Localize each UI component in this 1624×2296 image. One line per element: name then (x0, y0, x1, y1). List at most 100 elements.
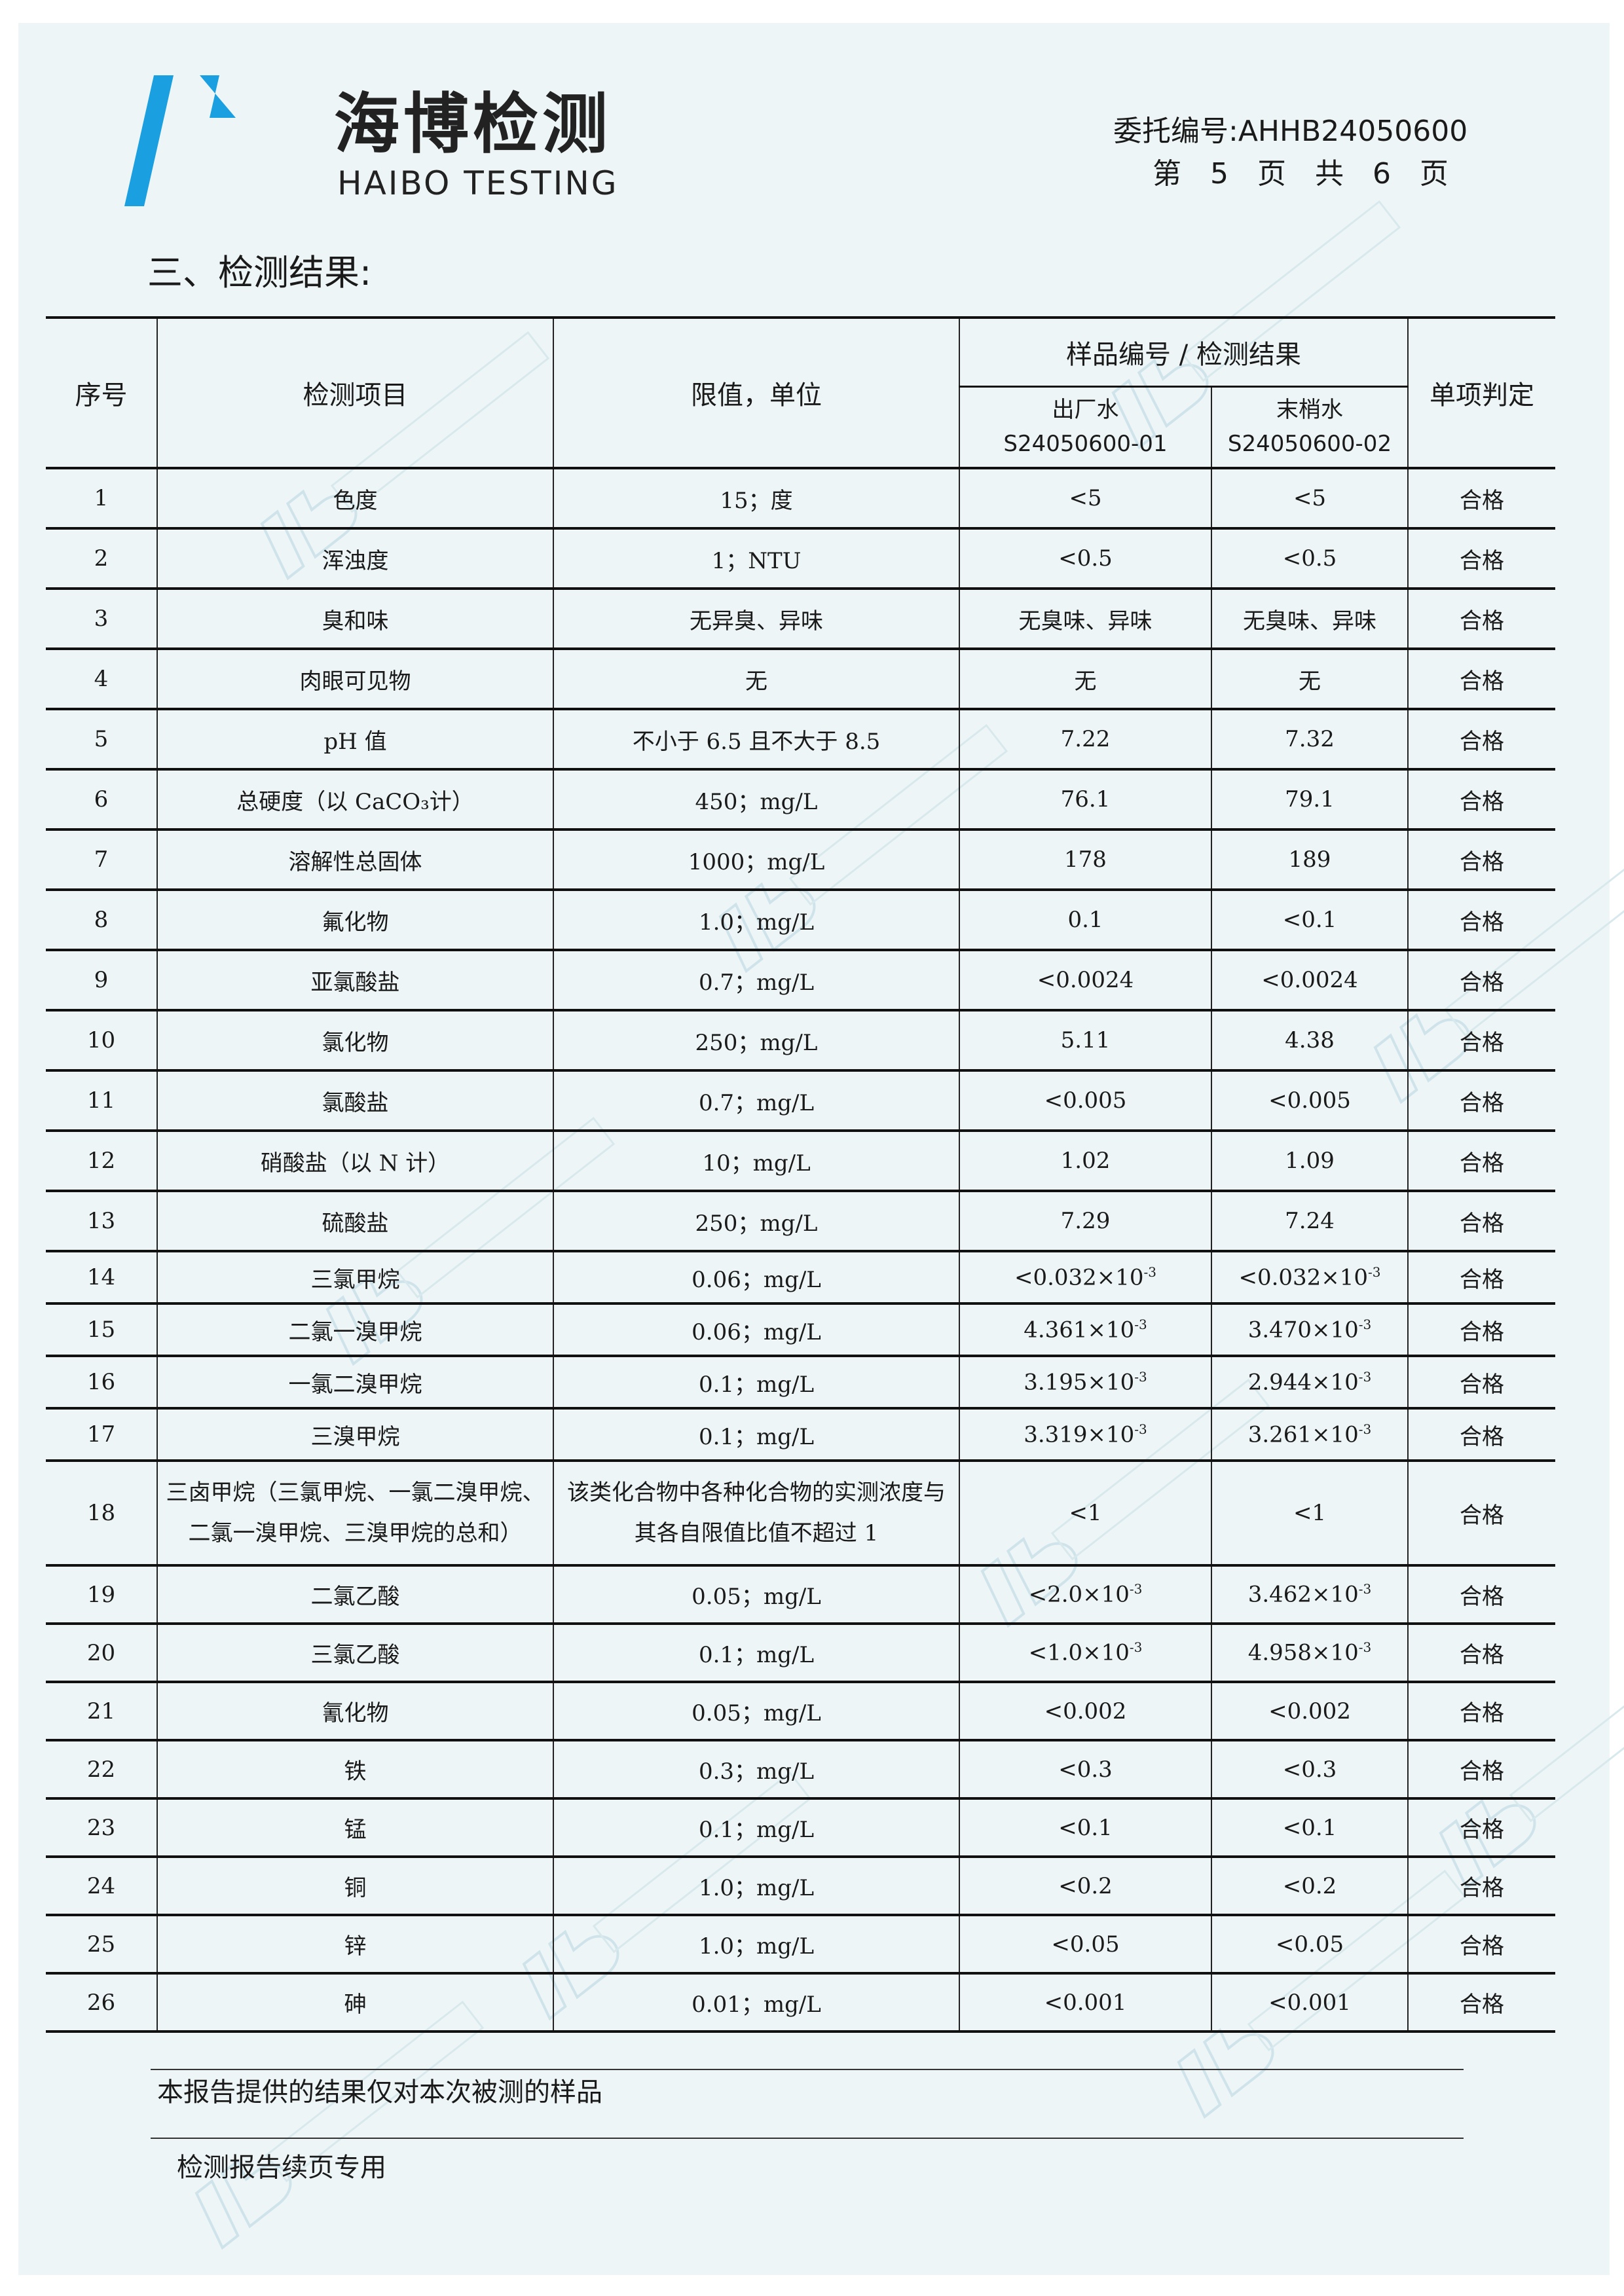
judgement-cell-text: 合格 (1460, 1371, 1504, 1398)
judgement-cell-text: 合格 (1460, 1642, 1504, 1668)
judgement-cell-text: 合格 (1460, 608, 1504, 634)
limit-cell: 不小于 6.5 且不大于 8.5 (553, 708, 960, 770)
commission-number: 委托编号:AHHB24050600 (1113, 115, 1467, 149)
item-cell: 臭和味 (157, 588, 554, 649)
result-sample2-cell-text: 4.958×10 (1247, 1639, 1359, 1666)
judgement-cell: 合格 (1407, 1355, 1555, 1409)
seq-cell: 4 (46, 648, 158, 710)
result-sample1-cell-text: <0.1 (1058, 1814, 1113, 1841)
limit-cell: 0.05；mg/L (553, 1681, 960, 1741)
limit-cell: 15；度 (553, 467, 960, 529)
result-sample1-cell-text: 178 (1064, 847, 1107, 873)
item-cell-text: pH 值 (323, 728, 387, 755)
judgement-cell: 合格 (1407, 1798, 1555, 1857)
judgement-cell-text: 合格 (1460, 1266, 1504, 1293)
limit-cell-text: 无 (745, 668, 767, 695)
header-seq: 序号 (46, 317, 158, 469)
judgement-cell-text: 合格 (1460, 668, 1504, 695)
result-sample1-cell-text: <0.3 (1058, 1756, 1113, 1783)
judgement-cell: 合格 (1407, 1856, 1555, 1916)
result-sample1-cell-text: <0.2 (1058, 1872, 1113, 1899)
result-sample1-cell-text: <0.032×10 (1014, 1264, 1144, 1291)
seq-cell: 19 (46, 1565, 158, 1624)
result-sample2-cell-text: <0.5 (1282, 545, 1337, 572)
header-item: 检测项目 (157, 317, 554, 469)
result-sample1-cell: <0.032×10-3 (959, 1250, 1212, 1304)
judgement-cell: 合格 (1407, 1303, 1555, 1357)
result-sample1-cell: 5.11 (959, 1010, 1212, 1071)
item-cell-text: 砷 (344, 1992, 367, 2018)
item-cell: 硫酸盐 (157, 1190, 554, 1252)
seq-cell: 6 (46, 769, 158, 830)
result-sample1-cell-text: <1.0×10 (1028, 1639, 1130, 1666)
result-sample2-cell-text: <0.1 (1282, 1814, 1337, 1841)
results-body: 1 色度 15；度 <5 <5 合格 2 浑浊度 1；NTU <0.5 <0.5 合格 3 臭和味 无异臭、… (46, 467, 1555, 2032)
result-sample1-cell-text: 1.02 (1060, 1148, 1111, 1174)
seq-cell-text: 6 (94, 786, 109, 812)
result-sample2-cell: 3.470×10-3 (1211, 1303, 1409, 1357)
result-sample1-cell: <0.2 (959, 1856, 1212, 1916)
item-cell: 一氯二溴甲烷 (157, 1355, 554, 1409)
result-sample1-cell-text: <0.005 (1044, 1087, 1127, 1114)
result-sample1-cell: 0.1 (959, 889, 1212, 951)
item-cell-text: 锌 (344, 1933, 367, 1959)
seq-cell: 20 (46, 1623, 158, 1683)
limit-cell: 0.06；mg/L (553, 1303, 960, 1357)
seq-cell-text: 10 (86, 1027, 116, 1053)
judgement-cell: 合格 (1407, 708, 1555, 770)
item-cell-text: 臭和味 (322, 608, 389, 634)
result-sample2-cell-text: <0.1 (1282, 907, 1337, 933)
seq-cell-text: 15 (86, 1317, 116, 1343)
judgement-cell: 合格 (1407, 1250, 1555, 1304)
limit-cell: 0.1；mg/L (553, 1408, 960, 1461)
table-row: 1 色度 15；度 <5 <5 合格 (46, 467, 1555, 529)
judgement-cell-text: 合格 (1460, 969, 1504, 996)
limit-cell: 450；mg/L (553, 769, 960, 830)
item-cell: 氟化物 (157, 889, 554, 951)
seq-cell-text: 7 (94, 847, 109, 873)
result-sample1-cell-text: 无 (1074, 668, 1097, 695)
result-sample1-cell: 178 (959, 829, 1212, 890)
seq-cell: 23 (46, 1798, 158, 1857)
limit-cell: 该类化合物中各种化合物的实测浓度与其各自限值比值不超过 1 (553, 1460, 960, 1566)
limit-cell: 无 (553, 648, 960, 710)
table-row: 18 三卤甲烷（三氯甲烷、一氯二溴甲烷、二氯一溴甲烷、三溴甲烷的总和） 该类化合物中… (46, 1460, 1555, 1566)
seq-cell: 7 (46, 829, 158, 890)
item-cell: 砷 (157, 1973, 554, 2032)
judgement-cell-text: 合格 (1460, 1700, 1504, 1726)
result-sample2-cell-text: <0.2 (1282, 1872, 1337, 1899)
result-sample1-cell: <1 (959, 1460, 1212, 1566)
result-sample2-cell: <5 (1211, 467, 1409, 529)
limit-cell-text: 0.3；mg/L (698, 1758, 815, 1785)
result-sample1-cell-text: 7.29 (1060, 1208, 1111, 1234)
limit-cell: 250；mg/L (553, 1190, 960, 1252)
table-row: 15 二氯一溴甲烷 0.06；mg/L 4.361×10-3 3.470×10-3 合格 (46, 1303, 1555, 1357)
item-cell-text: 亚氯酸盐 (310, 969, 400, 996)
limit-cell-text: 10；mg/L (702, 1150, 811, 1176)
result-sample2-cell: <0.1 (1211, 889, 1409, 951)
result-sample2-cell-text: 2.944×10 (1247, 1369, 1359, 1396)
table-row: 24 铜 1.0；mg/L <0.2 <0.2 合格 (46, 1856, 1555, 1916)
result-sample2-cell-text: 3.462×10 (1247, 1581, 1359, 1608)
table-row: 23 锰 0.1；mg/L <0.1 <0.1 合格 (46, 1798, 1555, 1857)
result-sample1-cell: 7.29 (959, 1190, 1212, 1252)
result-sample2-cell-text: 4.38 (1285, 1027, 1335, 1053)
limit-cell-text: 0.7；mg/L (698, 1089, 815, 1116)
limit-cell-text: 1.0；mg/L (698, 1933, 815, 1959)
item-cell-text: 一氯二溴甲烷 (288, 1371, 422, 1398)
item-cell: 锌 (157, 1914, 554, 1974)
result-sample1-cell: <5 (959, 467, 1212, 529)
seq-cell-text: 13 (86, 1208, 116, 1234)
limit-cell: 0.1；mg/L (553, 1355, 960, 1409)
judgement-cell: 合格 (1407, 829, 1555, 890)
result-sample1-cell: 4.361×10-3 (959, 1303, 1212, 1357)
limit-cell-text: 1.0；mg/L (698, 1875, 815, 1901)
limit-cell-text: 0.7；mg/L (698, 969, 815, 996)
result-sample1-cell-text: <0.002 (1044, 1698, 1127, 1724)
item-cell: 硝酸盐（以 N 计） (157, 1130, 554, 1192)
seq-cell: 26 (46, 1973, 158, 2032)
limit-cell: 0.3；mg/L (553, 1740, 960, 1799)
result-sample1-cell-text: <5 (1069, 485, 1102, 511)
continuation-note: 检测报告续页专用 (177, 2153, 386, 2183)
result-sample1-cell: 1.02 (959, 1130, 1212, 1192)
